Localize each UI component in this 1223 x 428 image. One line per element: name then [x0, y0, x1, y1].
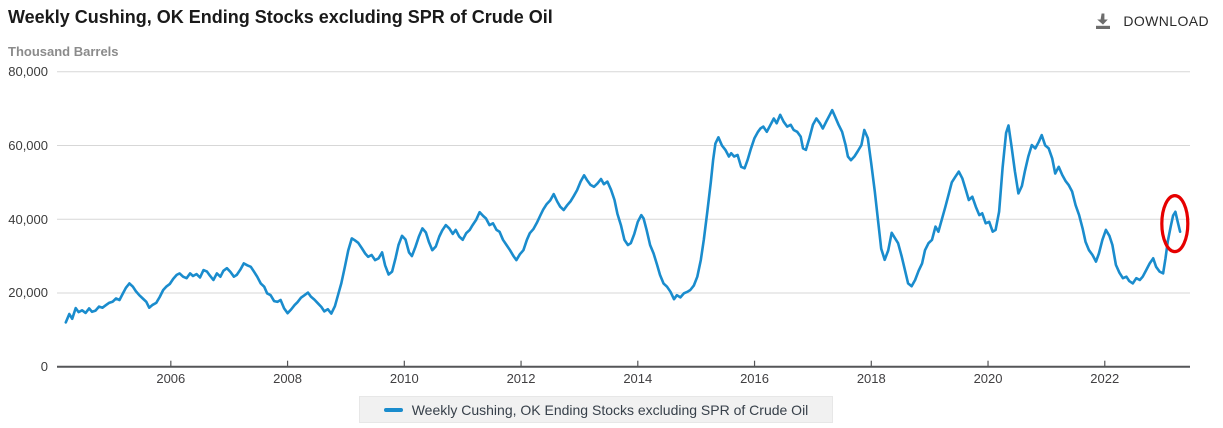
x-axis-tick-label: 2008: [273, 371, 303, 386]
stocks-line: [64, 108, 1182, 324]
x-axis-tick-label: 2022: [1090, 371, 1120, 386]
x-axis-tick-label: 2016: [740, 371, 769, 386]
x-axis-tick-label: 2014: [623, 371, 653, 386]
x-axis-tick-label: 2006: [156, 371, 186, 386]
y-axis-tick-label: 20,000: [8, 285, 48, 301]
legend-line-swatch-icon: [383, 407, 403, 412]
y-axis-tick-label: 80,000: [8, 64, 48, 80]
y-axis-unit-label: Thousand Barrels: [8, 44, 119, 59]
x-axis-tick-label: 2012: [506, 371, 536, 386]
page-title: Weekly Cushing, OK Ending Stocks excludi…: [8, 7, 553, 27]
download-button[interactable]: DOWNLOAD: [1090, 10, 1213, 32]
highlight-ellipse: [1160, 194, 1190, 254]
x-axis-tick-label: 2020: [973, 371, 1003, 386]
y-axis-tick-label: 40,000: [8, 211, 48, 227]
x-axis-tick-label: 2018: [856, 371, 886, 386]
download-icon: [1094, 12, 1112, 30]
legend-item[interactable]: Weekly Cushing, OK Ending Stocks excludi…: [411, 401, 809, 418]
download-label: DOWNLOAD: [1123, 13, 1209, 29]
x-axis-tick-label: 2010: [389, 371, 419, 386]
y-axis-tick-label: 60,000: [8, 137, 48, 153]
legend-box: Weekly Cushing, OK Ending Stocks excludi…: [359, 396, 833, 423]
y-axis-tick-label: 0: [40, 359, 48, 375]
